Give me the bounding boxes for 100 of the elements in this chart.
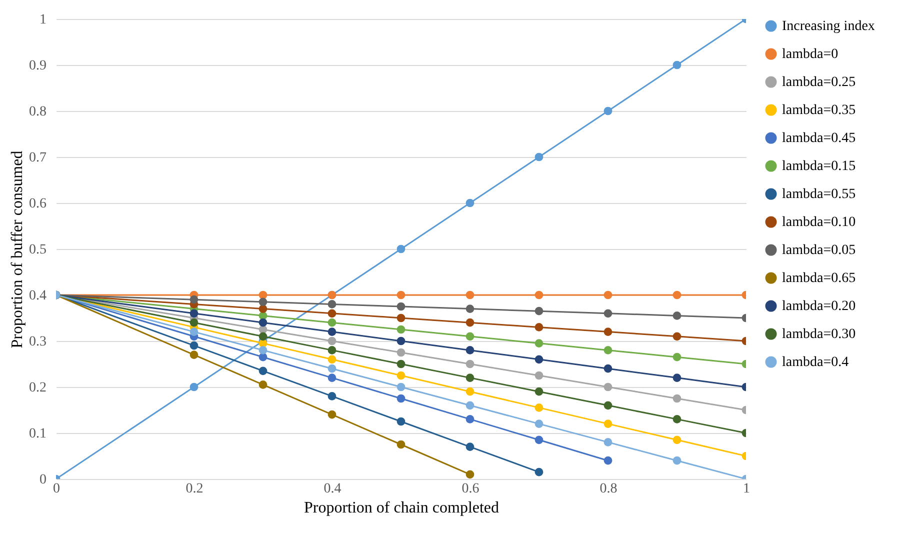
- point: [604, 456, 612, 465]
- point: [604, 364, 612, 373]
- point: [328, 355, 336, 364]
- point: [328, 392, 336, 400]
- legend-label: lambda=0.35: [782, 103, 856, 118]
- point: [396, 244, 406, 254]
- legend-label: lambda=0.10: [782, 215, 856, 230]
- legend-label: Increasing index: [782, 19, 875, 34]
- point: [466, 198, 474, 208]
- point: [466, 332, 474, 341]
- point: [672, 352, 682, 362]
- y-tick-label: 0.4: [29, 288, 46, 304]
- y-axis-title: Proportion of buffer consumed: [9, 150, 26, 348]
- point: [534, 290, 544, 300]
- point: [328, 309, 336, 318]
- point: [466, 415, 474, 424]
- y-tick-label: 0.3: [29, 334, 46, 350]
- point: [672, 290, 682, 300]
- legend-label: lambda=0.55: [782, 187, 856, 202]
- point: [190, 341, 198, 350]
- x-tick-label: 0.2: [186, 482, 204, 496]
- point: [258, 346, 268, 354]
- y-tick-label: 0.8: [29, 104, 46, 120]
- point: [604, 106, 612, 116]
- legend-label: lambda=0.05: [782, 243, 856, 258]
- point: [328, 410, 336, 419]
- point: [190, 295, 198, 304]
- x-tick-label: 0.4: [324, 482, 342, 496]
- point: [328, 300, 336, 308]
- point: [396, 325, 406, 334]
- point: [672, 394, 682, 403]
- point: [328, 364, 336, 373]
- y-tick-label: 0.9: [29, 58, 46, 74]
- point: [466, 442, 474, 451]
- x-tick-label: 1: [743, 482, 750, 496]
- legend-label: lambda=0.15: [782, 159, 856, 174]
- legend-label: lambda=0.65: [782, 271, 856, 286]
- point: [672, 436, 682, 444]
- point: [604, 328, 612, 336]
- legend-label: lambda=0.25: [782, 75, 856, 90]
- point: [258, 380, 268, 389]
- point: [604, 290, 612, 300]
- y-tick-label: 0.7: [29, 150, 46, 166]
- point: [466, 401, 474, 410]
- point: [672, 456, 682, 465]
- point: [328, 374, 336, 382]
- point: [396, 336, 406, 346]
- point: [466, 470, 474, 479]
- point: [396, 394, 406, 403]
- x-tick-label: 0.6: [462, 482, 480, 496]
- x-axis-title: Proportion of chain completed: [304, 500, 500, 516]
- y-tick-label: 0.6: [29, 196, 46, 212]
- point: [258, 298, 268, 306]
- point: [190, 328, 198, 336]
- point: [396, 417, 406, 426]
- legend-label: lambda=0.45: [782, 131, 856, 146]
- point: [534, 323, 544, 332]
- legend-label: lambda=0.4: [782, 355, 849, 370]
- line-series: [56, 19, 746, 479]
- point: [396, 360, 406, 368]
- point: [190, 382, 198, 392]
- point: [258, 366, 268, 376]
- point: [534, 468, 544, 476]
- point: [604, 438, 612, 446]
- legend-label: lambda=0.30: [782, 327, 856, 342]
- point: [466, 387, 474, 396]
- point: [190, 309, 198, 318]
- point: [672, 312, 682, 320]
- point: [396, 440, 406, 449]
- point: [534, 339, 544, 348]
- y-tick-label: 0.2: [29, 380, 46, 396]
- point: [534, 355, 544, 364]
- point: [328, 318, 336, 327]
- point: [466, 346, 474, 354]
- point: [258, 318, 268, 327]
- point: [466, 290, 474, 300]
- point: [534, 436, 544, 444]
- point: [604, 401, 612, 410]
- x-tick-label: 0: [53, 482, 60, 496]
- point: [328, 336, 336, 346]
- point: [396, 302, 406, 311]
- point: [604, 309, 612, 318]
- point: [258, 332, 268, 341]
- point: [396, 290, 406, 300]
- point: [534, 387, 544, 396]
- point: [604, 382, 612, 392]
- point: [396, 382, 406, 392]
- point: [466, 374, 474, 382]
- point: [672, 60, 682, 70]
- x-tick-label: 0.8: [600, 482, 618, 496]
- point: [466, 318, 474, 327]
- y-tick-label: 1: [40, 12, 46, 28]
- point: [672, 374, 682, 382]
- point: [534, 371, 544, 380]
- point: [328, 328, 336, 336]
- point: [466, 360, 474, 368]
- point: [604, 346, 612, 354]
- legend-label: lambda=0: [782, 47, 838, 62]
- point: [604, 420, 612, 428]
- point: [466, 304, 474, 313]
